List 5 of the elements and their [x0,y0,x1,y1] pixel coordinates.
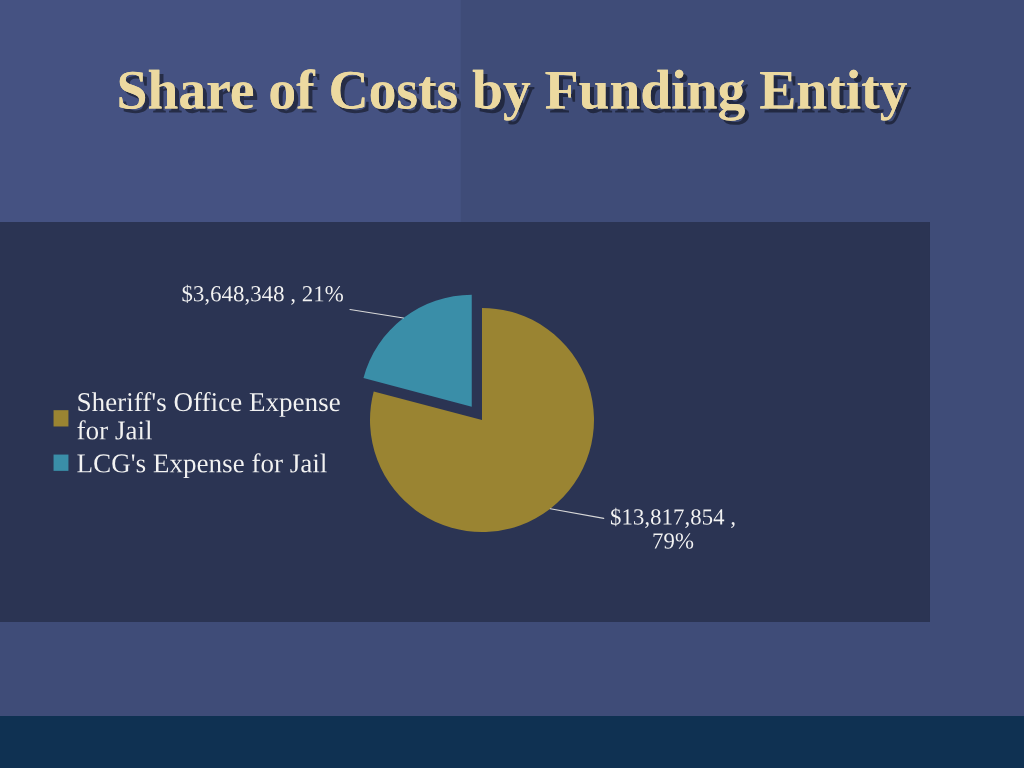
data-label: $13,817,854 , 79% [610,507,735,549]
chart-title: Share of Costs by Funding Entity [119,69,912,125]
legend-label: Sheriff's Office Expense for Jail [77,391,340,440]
data-label: $3,648,348 , 21% [182,284,343,305]
legend-label: LCG's Expense for Jail [77,453,327,479]
